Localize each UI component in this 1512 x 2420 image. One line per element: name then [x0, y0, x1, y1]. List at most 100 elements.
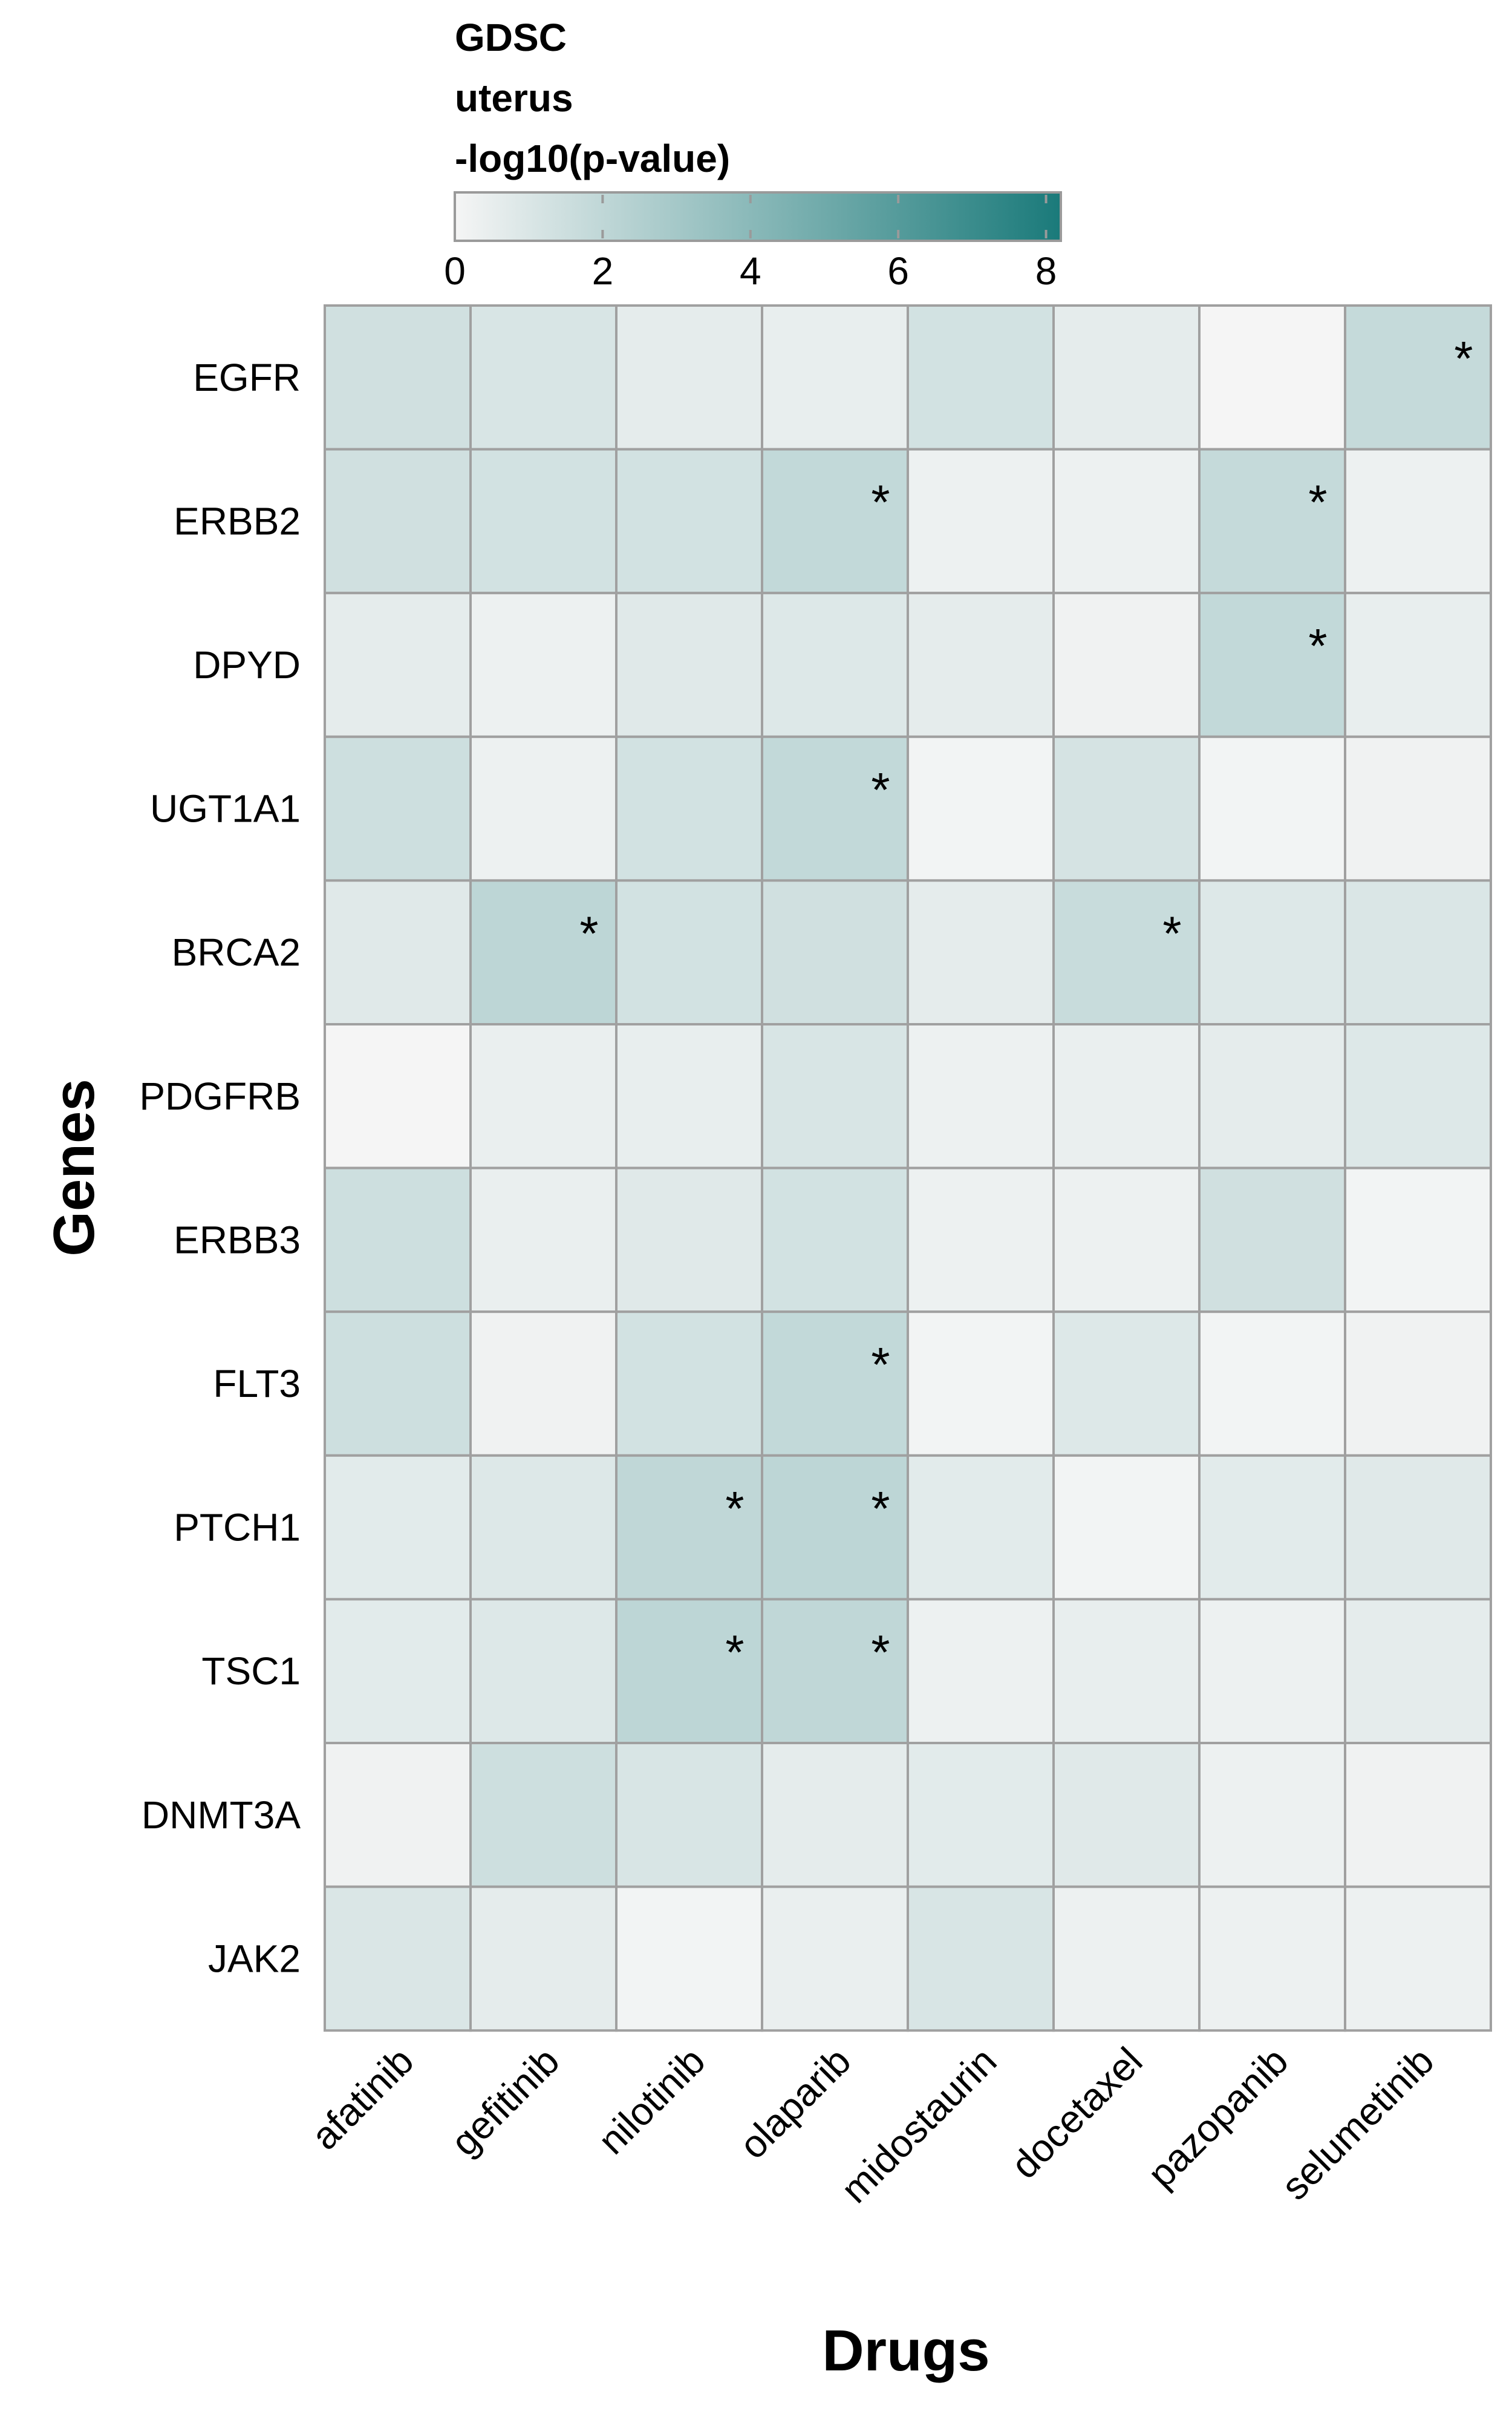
- heatmap-cell: [1198, 1454, 1346, 1601]
- heatmap-cell: [469, 1023, 618, 1169]
- heatmap-cell: [1052, 1023, 1201, 1169]
- heatmap-cell: [324, 1598, 472, 1744]
- heatmap-cell: [469, 1454, 618, 1601]
- heatmap-cell: [1052, 735, 1201, 882]
- legend-colorbar: [454, 191, 1062, 242]
- significance-marker: *: [871, 763, 890, 817]
- heatmap-cell: [1344, 1454, 1492, 1601]
- heatmap-cell: [615, 879, 763, 1026]
- legend: GDSC uterus -log10(p-value) 0 2 4 6 8: [444, 16, 1062, 293]
- heatmap-cell: [324, 1454, 472, 1601]
- heatmap-cell: [1052, 304, 1201, 451]
- heatmap-cell: [324, 1023, 472, 1169]
- heatmap-cell: [469, 1166, 618, 1313]
- heatmap-cell: [907, 735, 1055, 882]
- significance-marker: *: [1308, 476, 1327, 529]
- heatmap-cell: [1344, 1166, 1492, 1313]
- significance-marker: *: [871, 1625, 890, 1679]
- heatmap-cell: [1344, 1885, 1492, 2032]
- significance-marker: *: [579, 906, 598, 960]
- y-tick-label: TSC1: [201, 1649, 301, 1693]
- heatmap-cell: [1344, 879, 1492, 1026]
- y-tick-label: DPYD: [193, 643, 301, 687]
- y-tick-label: PDGFRB: [139, 1074, 301, 1118]
- heatmap-cell: [324, 879, 472, 1026]
- heatmap-cell: [907, 304, 1055, 451]
- heatmap-cell: [615, 1310, 763, 1457]
- heatmap-cell: [1344, 1023, 1492, 1169]
- x-axis-title: Drugs: [822, 2318, 989, 2383]
- x-tick-label: olaparib: [731, 2039, 859, 2167]
- heatmap-cell: [1052, 1454, 1201, 1601]
- heatmap-cell: [615, 1742, 763, 1888]
- legend-tick-label: 8: [1035, 249, 1057, 293]
- legend-tick-label: 0: [444, 249, 466, 293]
- legend-ticks: 0 2 4 6 8: [444, 195, 1057, 293]
- heatmap-cell: [1344, 304, 1492, 451]
- heatmap-cell: [907, 1023, 1055, 1169]
- y-tick-label: ERBB2: [174, 499, 301, 543]
- heatmap-cell: [761, 1885, 909, 2032]
- heatmap-cell: [907, 1454, 1055, 1601]
- heatmap-cell: [1052, 1742, 1201, 1888]
- heatmap-cell: [324, 1166, 472, 1313]
- heatmap-cell: [761, 304, 909, 451]
- heatmap-cell: [324, 448, 472, 595]
- heatmap-cells: [324, 304, 1492, 2032]
- legend-title-line-2: uterus: [455, 76, 573, 120]
- heatmap-cell: [615, 1023, 763, 1169]
- heatmap-cell: [1198, 1310, 1346, 1457]
- heatmap-cell: [1052, 1310, 1201, 1457]
- heatmap-cell: [1198, 1166, 1346, 1313]
- heatmap-cell: [469, 735, 618, 882]
- heatmap-cell: [1198, 1598, 1346, 1744]
- y-tick-label: BRCA2: [172, 930, 301, 974]
- x-tick-label: nilotinib: [590, 2039, 713, 2162]
- heatmap-cell: [324, 1885, 472, 2032]
- x-tick-label: afatinib: [303, 2039, 422, 2158]
- heatmap-cell: [615, 1166, 763, 1313]
- heatmap-cell: [1344, 1310, 1492, 1457]
- heatmap-cell: [907, 1742, 1055, 1888]
- y-tick-label: ERBB3: [174, 1218, 301, 1261]
- significance-marker: *: [725, 1625, 744, 1679]
- heatmap-cell: [761, 1023, 909, 1169]
- heatmap-cell: [907, 879, 1055, 1026]
- heatmap-cell: [469, 879, 618, 1026]
- heatmap-cell: [1198, 879, 1346, 1026]
- heatmap-cell: [907, 1885, 1055, 2032]
- heatmap-cell: [1198, 1742, 1346, 1888]
- heatmap-cell: [761, 879, 909, 1026]
- heatmap-cell: [1344, 735, 1492, 882]
- heatmap-cell: [907, 1166, 1055, 1313]
- significance-marker: *: [1454, 332, 1473, 385]
- heatmap-cell: [1344, 1598, 1492, 1744]
- x-tick-label: docetaxel: [1003, 2039, 1151, 2187]
- heatmap-cell: [324, 304, 472, 451]
- heatmap-cell: [1198, 735, 1346, 882]
- y-tick-label: FLT3: [213, 1362, 301, 1405]
- legend-tick-label: 6: [887, 249, 909, 293]
- heatmap-cell: [469, 1310, 618, 1457]
- heatmap-cell: [761, 1310, 909, 1457]
- heatmap-cell: [1198, 1885, 1346, 2032]
- heatmap-cell: [1198, 1023, 1346, 1169]
- significance-marker: *: [725, 1482, 744, 1535]
- heatmap-cell: [324, 1310, 472, 1457]
- heatmap-cell: [761, 1166, 909, 1313]
- significance-marker: *: [871, 1482, 890, 1535]
- heatmap-cell: [324, 592, 472, 738]
- heatmap-cell: [469, 1885, 618, 2032]
- heatmap-cell: [1198, 592, 1346, 738]
- heatmap-cell: [907, 1310, 1055, 1457]
- significance-marker: *: [871, 476, 890, 529]
- legend-tick-label: 4: [740, 249, 761, 293]
- heatmap-cell: [761, 592, 909, 738]
- heatmap-cell: [615, 448, 763, 595]
- y-tick-label: PTCH1: [174, 1506, 301, 1549]
- legend-tick-label: 2: [592, 249, 614, 293]
- heatmap-cell: [324, 1742, 472, 1888]
- x-tick-label: midostaurin: [833, 2039, 1005, 2211]
- y-tick-label: EGFR: [193, 356, 301, 399]
